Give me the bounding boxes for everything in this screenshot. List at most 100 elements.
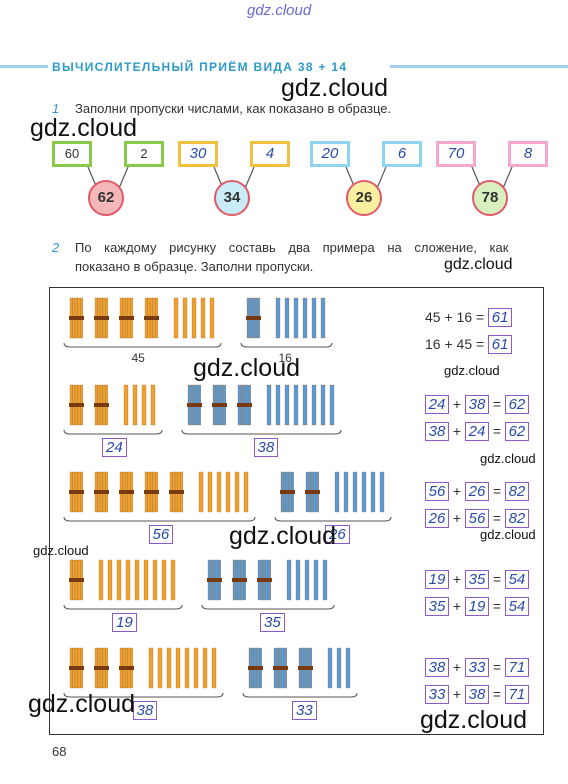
stick	[243, 471, 249, 513]
equation-addend-1: 35	[425, 597, 449, 616]
equals-sign: =	[488, 510, 505, 526]
stick	[379, 471, 385, 513]
exercise-row: 19 35 19 + 35 = 54 35 + 19 = 54	[49, 550, 544, 639]
section-title: ВЫЧИСЛИТЕЛЬНЫЙ ПРИЁМ ВИДА 38 + 14	[52, 60, 348, 74]
stick	[166, 647, 172, 689]
equation-addend-1: 56	[425, 482, 449, 501]
stick	[107, 559, 113, 601]
stick-bundle	[257, 559, 272, 601]
stick	[311, 384, 317, 426]
stick-bundle	[144, 471, 159, 513]
stick-bundle	[69, 471, 84, 513]
equation: 38 + 33 = 71	[425, 658, 529, 677]
stick	[125, 559, 131, 601]
equation-addend-2: 56	[464, 509, 489, 528]
counting-sticks-picture	[63, 297, 333, 348]
stick	[173, 297, 179, 339]
watermark-top: gdz.cloud	[247, 2, 312, 19]
equation-sum: 71	[504, 685, 529, 704]
addend-b-label: 26	[325, 525, 350, 544]
group-brace	[240, 342, 333, 348]
equation: 19 + 35 = 54	[425, 570, 529, 589]
addend-tens-box: 60	[52, 141, 92, 167]
equals-sign: =	[472, 336, 489, 352]
equation-addend-2: 35	[464, 570, 489, 589]
equals-sign: =	[472, 309, 489, 325]
group-brace	[63, 342, 222, 348]
equation-sum: 62	[504, 422, 529, 441]
exercise-row: 38 33 38 + 33 = 71 33 + 38 = 71	[49, 638, 544, 735]
stick	[275, 384, 281, 426]
addend-a-label: 56	[148, 525, 174, 544]
stick-bundle	[273, 647, 288, 689]
group-brace	[274, 516, 392, 522]
stick	[336, 647, 342, 689]
stick	[334, 471, 340, 513]
equation-sum: 82	[504, 509, 529, 528]
plus-sign: +	[449, 423, 465, 439]
stick-bundle	[94, 297, 109, 339]
stick-bundle	[305, 471, 320, 513]
plus-sign: +	[449, 659, 465, 675]
plus-sign: +	[440, 309, 457, 325]
stick	[361, 471, 367, 513]
equals-sign: =	[488, 659, 505, 675]
stick-bundle	[298, 647, 313, 689]
task-1-number: 1	[52, 101, 60, 116]
stick	[352, 471, 358, 513]
stick-bundle	[69, 297, 84, 339]
equation: 33 + 38 = 71	[425, 685, 529, 704]
group-brace	[63, 429, 163, 435]
addend-a-label: 45	[131, 351, 145, 365]
stick	[320, 384, 326, 426]
stick	[132, 384, 138, 426]
equals-sign: =	[488, 483, 505, 499]
equation-addend-2: 45	[456, 336, 473, 352]
addend-tens-box: 70	[436, 141, 476, 167]
equals-sign: =	[488, 686, 505, 702]
plus-sign: +	[449, 510, 465, 526]
sum-circle: 62	[88, 180, 124, 216]
addend-a-label: 24	[102, 438, 127, 457]
stick	[207, 471, 213, 513]
stick	[293, 297, 299, 339]
stick	[313, 559, 319, 601]
equals-sign: =	[488, 396, 505, 412]
stick	[295, 559, 301, 601]
equation-addend-2: 19	[464, 597, 489, 616]
equation-addend-1: 38	[425, 658, 449, 677]
task-2-text-line-2: показано в образце. Заполни пропуски.	[75, 259, 314, 274]
group-brace	[242, 692, 358, 698]
stick	[134, 559, 140, 601]
equation-addend-2: 38	[464, 395, 489, 414]
stick	[311, 297, 317, 339]
watermark: gdz.cloud	[193, 354, 301, 382]
addend-b-label: 33	[292, 701, 317, 720]
counting-sticks-picture	[63, 647, 358, 698]
stick	[191, 297, 197, 339]
stick-bundle	[94, 471, 109, 513]
stick-bundle	[144, 297, 159, 339]
addend-b-label: 16	[278, 351, 292, 365]
sum-circle: 78	[472, 180, 508, 216]
stick-bundle	[207, 559, 222, 601]
header-line-left	[0, 65, 48, 68]
stick	[123, 384, 129, 426]
sum-circle: 34	[214, 180, 250, 216]
equation: 56 + 26 = 82	[425, 482, 529, 501]
equation-sum: 71	[504, 658, 529, 677]
stick-bundle	[69, 559, 84, 601]
equation-sum: 62	[504, 395, 529, 414]
watermark: gdz.cloud	[229, 522, 337, 550]
stick	[161, 559, 167, 601]
equation-addend-1: 45	[425, 309, 441, 325]
watermark: gdz.cloud	[281, 74, 389, 102]
stick	[150, 384, 156, 426]
stick	[182, 297, 188, 339]
stick	[302, 297, 308, 339]
equation-addend-2: 26	[464, 482, 489, 501]
equals-sign: =	[488, 423, 505, 439]
equation-addend-1: 16	[425, 336, 441, 352]
equation-addend-1: 19	[425, 570, 449, 589]
watermark: gdz.cloud	[480, 451, 536, 466]
